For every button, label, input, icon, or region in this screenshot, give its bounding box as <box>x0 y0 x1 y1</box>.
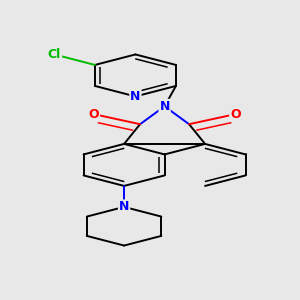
Text: N: N <box>130 90 141 103</box>
Text: N: N <box>119 200 129 213</box>
Text: Cl: Cl <box>48 48 61 61</box>
Text: O: O <box>88 108 99 121</box>
Text: N: N <box>159 100 170 113</box>
Text: O: O <box>230 108 241 121</box>
